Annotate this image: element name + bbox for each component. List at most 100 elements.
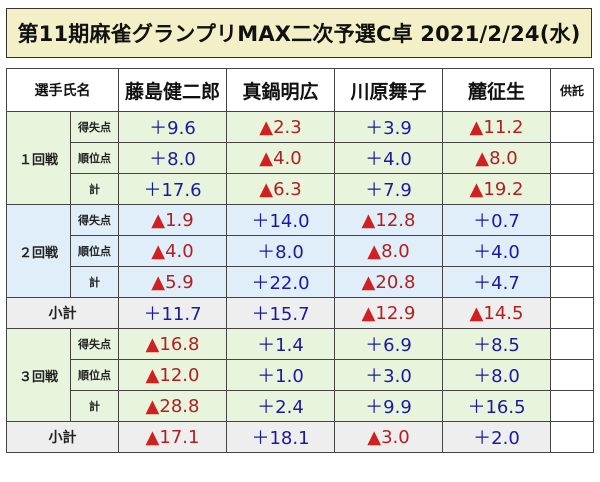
negative-triangle-icon: ▲ — [145, 395, 160, 417]
score-value: 11.2 — [483, 116, 524, 138]
value-cell: ＋0.7 — [442, 204, 551, 236]
value-cell: ▲1.9 — [118, 204, 227, 236]
plus-sign-icon: ＋ — [149, 118, 168, 139]
supply-cell — [550, 297, 594, 329]
supply-cell — [550, 111, 594, 143]
score-value: 3.9 — [383, 118, 412, 139]
plus-sign-icon: ＋ — [257, 366, 276, 387]
value-cell: ＋15.7 — [226, 297, 335, 329]
value-cell: ＋8.0 — [226, 235, 335, 267]
score-label: 得失点 — [70, 204, 119, 236]
value-cell: ▲19.2 — [442, 173, 551, 205]
value-cell: ＋11.7 — [118, 297, 227, 329]
score-value: 8.5 — [491, 335, 520, 356]
score-value: 16.8 — [159, 333, 200, 355]
score-value: 2.4 — [275, 397, 304, 418]
plus-sign-icon: ＋ — [365, 149, 384, 170]
negative-triangle-icon: ▲ — [145, 333, 160, 355]
value-cell: ＋8.0 — [118, 142, 227, 174]
plus-sign-icon: ＋ — [473, 335, 492, 356]
total-label: 計 — [70, 390, 119, 422]
negative-triangle-icon: ▲ — [259, 116, 274, 138]
supply-cell — [550, 235, 594, 267]
score-value: 8.0 — [489, 147, 518, 169]
header-row: 選手氏名 藤島健二郎 真鍋明広 川原舞子 麓征生 供託 — [6, 68, 594, 112]
player-name-label: 選手氏名 — [6, 68, 119, 112]
value-cell: ＋8.5 — [442, 328, 551, 360]
plus-sign-icon: ＋ — [251, 304, 270, 325]
plus-sign-icon: ＋ — [473, 273, 492, 294]
value-cell: ＋1.0 — [226, 359, 335, 391]
value-cell: ＋17.6 — [118, 173, 227, 205]
value-cell: ＋7.9 — [334, 173, 443, 205]
score-value: 4.0 — [273, 147, 302, 169]
score-value: 14.0 — [269, 211, 310, 232]
score-value: 2.0 — [491, 428, 520, 449]
value-cell: ▲6.3 — [226, 173, 335, 205]
value-cell: ＋14.0 — [226, 204, 335, 236]
value-cell: ▲2.3 — [226, 111, 335, 143]
score-value: 28.8 — [159, 395, 200, 417]
value-cell: ▲12.8 — [334, 204, 443, 236]
table-row: 順位点 ＋8.0 ▲4.0 ＋4.0 ▲8.0 — [7, 142, 594, 174]
plus-sign-icon: ＋ — [365, 118, 384, 139]
value-cell: ＋1.4 — [226, 328, 335, 360]
table-row: ２回戦 得失点 ▲1.9 ＋14.0 ▲12.8 ＋0.7 — [6, 204, 594, 298]
value-cell: ▲16.8 — [118, 328, 227, 360]
negative-triangle-icon: ▲ — [475, 147, 490, 169]
rank-label: 順位点 — [70, 235, 119, 267]
score-value: 5.9 — [165, 271, 194, 293]
plus-sign-icon: ＋ — [257, 397, 276, 418]
negative-triangle-icon: ▲ — [361, 302, 376, 324]
supply-cell — [550, 266, 594, 298]
value-cell: ＋8.0 — [442, 359, 551, 391]
plus-sign-icon: ＋ — [143, 180, 162, 201]
score-value: 16.5 — [485, 397, 526, 418]
value-cell: ▲20.8 — [334, 266, 443, 298]
score-value: 8.0 — [381, 240, 410, 262]
negative-triangle-icon: ▲ — [259, 147, 274, 169]
negative-triangle-icon: ▲ — [145, 426, 160, 448]
value-cell: ＋3.0 — [334, 359, 443, 391]
table-row: 順位点 ▲4.0 ＋8.0 ▲8.0 ＋4.0 — [7, 235, 594, 267]
supply-cell — [550, 142, 594, 174]
score-value: 22.0 — [269, 273, 310, 294]
table-row: ３回戦 得失点 ▲16.8 ＋1.4 ＋6.9 ＋8.5 — [6, 328, 594, 422]
negative-triangle-icon: ▲ — [469, 302, 484, 324]
value-cell: ▲4.0 — [226, 142, 335, 174]
value-cell: ▲4.0 — [118, 235, 227, 267]
score-value: 2.3 — [273, 116, 302, 138]
negative-triangle-icon: ▲ — [151, 271, 166, 293]
total-label: 計 — [70, 266, 119, 298]
score-value: 4.7 — [491, 273, 520, 294]
score-value: 6.3 — [273, 178, 302, 200]
score-value: 4.0 — [165, 240, 194, 262]
plus-sign-icon: ＋ — [473, 366, 492, 387]
score-value: 17.6 — [161, 180, 202, 201]
table-row: 計 ＋17.6 ▲6.3 ＋7.9 ▲19.2 — [7, 173, 594, 205]
score-value: 20.8 — [375, 271, 416, 293]
negative-triangle-icon: ▲ — [469, 178, 484, 200]
round-2-label: ２回戦 — [6, 204, 71, 298]
round-3-label: ３回戦 — [6, 328, 71, 422]
score-value: 11.7 — [161, 304, 202, 325]
score-value: 1.4 — [275, 335, 304, 356]
score-value: 4.0 — [491, 242, 520, 263]
score-table: 選手氏名 藤島健二郎 真鍋明広 川原舞子 麓征生 供託 １回戦 得失点 ＋9.6… — [6, 68, 594, 453]
score-value: 8.0 — [167, 149, 196, 170]
table-row: 計 ▲5.9 ＋22.0 ▲20.8 ＋4.7 — [7, 266, 594, 298]
plus-sign-icon: ＋ — [257, 335, 276, 356]
score-value: 8.0 — [275, 242, 304, 263]
score-value: 7.9 — [383, 180, 412, 201]
subtotal-row: 小計 ▲17.1 ＋18.1 ▲3.0 ＋2.0 — [6, 421, 594, 453]
negative-triangle-icon: ▲ — [361, 271, 376, 293]
negative-triangle-icon: ▲ — [367, 426, 382, 448]
value-cell: ▲12.9 — [334, 297, 443, 329]
value-cell: ＋16.5 — [442, 390, 551, 422]
supply-cell — [550, 204, 594, 236]
value-cell: ＋3.9 — [334, 111, 443, 143]
score-value: 1.9 — [165, 209, 194, 231]
score-value: 9.6 — [167, 118, 196, 139]
plus-sign-icon: ＋ — [473, 211, 492, 232]
table-row: １回戦 得失点 ＋9.6 ▲2.3 ＋3.9 ▲11.2 — [6, 111, 594, 205]
